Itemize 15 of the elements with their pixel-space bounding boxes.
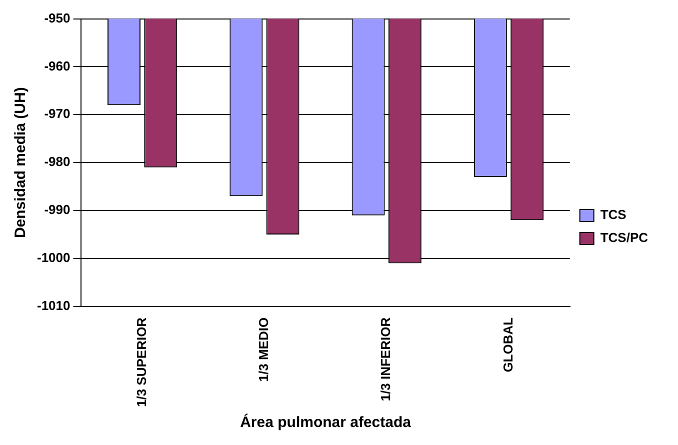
legend-label: TCS/PC (600, 230, 649, 246)
x-tick-label: 1/3 SUPERIOR (134, 316, 149, 408)
y-tick-label: -970 (44, 106, 70, 122)
y-tick-label: -960 (44, 58, 70, 74)
y-tick-label: -950 (44, 10, 70, 26)
y-tick-label: -980 (44, 154, 70, 170)
x-tick-label: 1/3 MEDIO (256, 317, 272, 382)
y-tick-label: -990 (44, 202, 70, 218)
x-axis-title: Área pulmonar afectada (240, 413, 412, 432)
legend-label: TCS (600, 207, 627, 222)
y-tick-label: -1000 (37, 250, 70, 266)
y-axis-title: Densidad media (UH) (12, 87, 30, 238)
x-tick-label: 1/3 INFERIOR (378, 316, 394, 402)
x-tick-label: GLOBAL (500, 317, 516, 372)
y-tick-label: -1010 (37, 298, 70, 313)
